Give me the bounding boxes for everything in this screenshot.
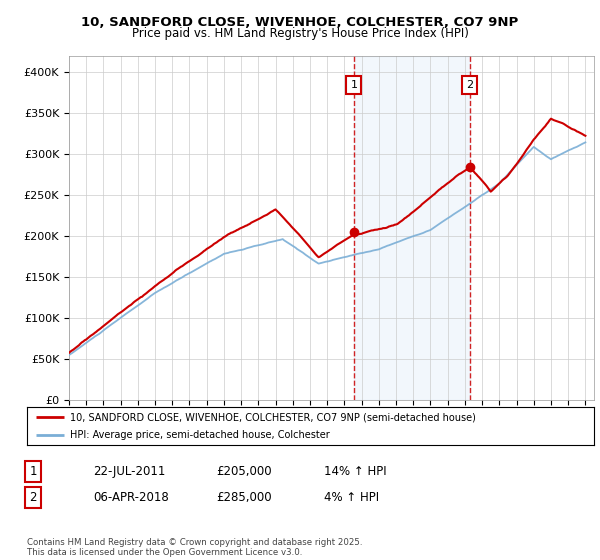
Text: £205,000: £205,000 [216, 465, 272, 478]
Text: HPI: Average price, semi-detached house, Colchester: HPI: Average price, semi-detached house,… [70, 430, 329, 440]
Bar [354, 56, 470, 400]
Text: 14% ↑ HPI: 14% ↑ HPI [324, 465, 386, 478]
Text: Contains HM Land Registry data © Crown copyright and database right 2025.
This d: Contains HM Land Registry data © Crown c… [27, 538, 362, 557]
Text: Price paid vs. HM Land Registry's House Price Index (HPI): Price paid vs. HM Land Registry's House … [131, 27, 469, 40]
Text: 4% ↑ HPI: 4% ↑ HPI [324, 491, 379, 504]
Text: 2: 2 [29, 491, 37, 504]
Text: 1: 1 [29, 465, 37, 478]
Text: 10, SANDFORD CLOSE, WIVENHOE, COLCHESTER, CO7 9NP (semi-detached house): 10, SANDFORD CLOSE, WIVENHOE, COLCHESTER… [70, 412, 475, 422]
Text: 1: 1 [350, 80, 358, 90]
Text: 06-APR-2018: 06-APR-2018 [93, 491, 169, 504]
Text: £285,000: £285,000 [216, 491, 272, 504]
Text: 22-JUL-2011: 22-JUL-2011 [93, 465, 166, 478]
Text: 10, SANDFORD CLOSE, WIVENHOE, COLCHESTER, CO7 9NP: 10, SANDFORD CLOSE, WIVENHOE, COLCHESTER… [82, 16, 518, 29]
Text: 2: 2 [466, 80, 473, 90]
